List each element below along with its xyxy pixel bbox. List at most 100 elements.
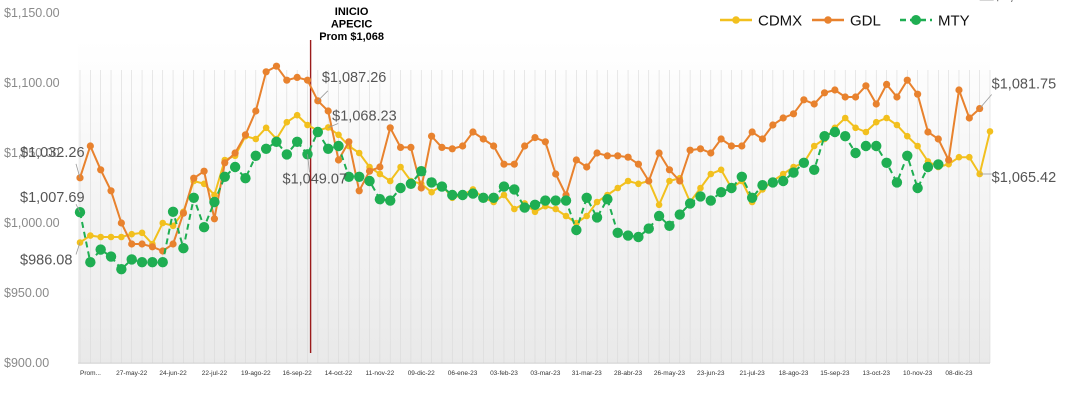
series-line [79, 64, 981, 253]
data-point [645, 177, 653, 185]
data-point [178, 243, 189, 254]
data-point [509, 184, 520, 195]
data-point [882, 80, 891, 88]
x-tick-label: 10-nov-23 [903, 370, 933, 377]
series-mty [74, 126, 944, 275]
annotation-label: $1,007.69 [20, 190, 85, 206]
data-point [488, 192, 499, 203]
data-point [560, 195, 572, 206]
data-point [676, 177, 684, 185]
data-point [862, 128, 870, 136]
data-point [128, 240, 136, 248]
annotation-leader [75, 242, 81, 255]
data-point [552, 170, 560, 178]
data-point [97, 233, 104, 241]
legend: CDMX GDL MTY [720, 13, 970, 30]
data-point [107, 233, 115, 241]
data-point [746, 192, 758, 203]
data-point [622, 230, 634, 241]
x-tick-label: 19-ago-22 [241, 370, 271, 377]
data-point [840, 131, 851, 142]
data-point [136, 257, 148, 268]
data-point [809, 164, 820, 175]
y-axis: $900.00 $950.00 $1,000.00 $1,050.00 $1,100.0… [4, 6, 60, 370]
data-point [374, 194, 386, 205]
data-point [262, 68, 270, 76]
data-point [85, 257, 96, 268]
data-point [416, 166, 427, 177]
data-point [593, 149, 601, 157]
annotation-label: $1,068.23 [332, 108, 397, 124]
data-point [219, 171, 230, 182]
legend-item-mty: MTY [900, 13, 970, 30]
data-point [758, 135, 767, 143]
data-point [779, 170, 787, 178]
annotation-label: $1,087.26 [322, 70, 387, 86]
data-point [291, 136, 303, 147]
data-point [169, 240, 177, 248]
data-point [686, 146, 694, 154]
data-point [376, 170, 384, 178]
data-point [820, 89, 829, 97]
data-point [322, 143, 334, 154]
x-axis: Prom... 27-may-22 24-jun-22 22-jul-22 19-ago… [80, 370, 973, 377]
data-point [376, 163, 384, 171]
data-point [293, 111, 301, 119]
data-point [922, 161, 934, 173]
data-point [138, 240, 146, 248]
data-point [229, 161, 241, 173]
data-point [955, 153, 963, 161]
annotation-leader [75, 163, 81, 178]
data-point [531, 208, 539, 216]
data-point [211, 191, 218, 199]
data-point [614, 152, 622, 160]
annotation-label: $1,049.07 [283, 171, 348, 187]
x-tick-label: 03-mar-23 [530, 370, 560, 377]
data-point [655, 149, 663, 157]
data-point [427, 132, 436, 140]
y-tick-label: $950.00 [4, 286, 49, 300]
event-label: Prom $1,068 [319, 31, 384, 43]
x-tick-label: Prom... [80, 370, 101, 377]
data-point [188, 192, 199, 203]
annotation-leader [307, 154, 310, 173]
annotation-leader [979, 94, 992, 109]
data-point [354, 171, 365, 182]
data-point [767, 177, 779, 188]
data-point [116, 264, 127, 275]
data-point [862, 82, 870, 90]
data-point [841, 114, 849, 122]
data-point [602, 194, 613, 205]
data-point [541, 138, 549, 146]
data-point [665, 166, 674, 174]
data-point [386, 177, 394, 185]
legend-label: MTY [938, 13, 970, 30]
data-point [540, 195, 551, 206]
data-point [860, 140, 872, 152]
data-point [312, 126, 324, 138]
data-point [448, 145, 456, 153]
data-point [283, 76, 291, 84]
x-tick-label: 03-feb-23 [490, 370, 518, 377]
data-point [333, 140, 344, 152]
data-point [459, 142, 467, 150]
data-point [281, 149, 293, 160]
data-point [511, 205, 518, 213]
data-point [209, 196, 220, 208]
data-point [841, 93, 849, 101]
data-point [881, 157, 892, 168]
data-point [819, 131, 830, 142]
x-tick-label: 31-mar-23 [572, 370, 602, 377]
legend-label: CDMX [758, 13, 802, 30]
y-tick-label: $1,050.00 [4, 146, 60, 160]
legend-marker [911, 15, 921, 25]
data-point [653, 210, 665, 222]
data-point [240, 173, 251, 184]
data-point [924, 128, 932, 136]
x-tick-label: 21-jul-23 [740, 370, 766, 377]
data-point [717, 166, 725, 174]
data-point [891, 177, 903, 188]
x-tick-label: 11-nov-22 [365, 370, 394, 377]
data-point [903, 132, 911, 140]
data-point [903, 76, 911, 84]
